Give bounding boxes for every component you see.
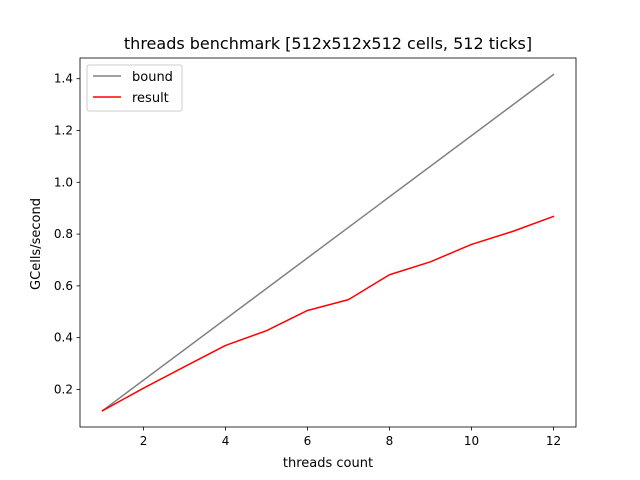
x-tick-label: 8 (386, 434, 394, 448)
y-tick-label: 0.4 (54, 331, 73, 345)
legend-label-bound: bound (132, 70, 173, 85)
plot-area: 2 4 6 8 10 12 0.2 0.4 0.6 0.8 1.0 1.2 1.4 (54, 57, 577, 448)
y-tick-label: 1.4 (54, 72, 73, 86)
y-tick-label: 0.2 (54, 382, 73, 396)
x-tick-label: 2 (140, 434, 148, 448)
y-tick-label: 1.0 (54, 175, 73, 189)
x-tick-label: 12 (546, 434, 561, 448)
x-tick-label: 4 (222, 434, 230, 448)
x-tick-label: 10 (464, 434, 479, 448)
legend-label-result: result (132, 91, 169, 106)
series-line-bound (101, 73, 555, 412)
legend: bound result (86, 64, 183, 112)
y-tick-label: 1.2 (54, 124, 73, 138)
y-tick-label: 0.8 (54, 227, 73, 241)
y-axis-label: GCells/second (29, 198, 44, 290)
x-tick-label: 6 (304, 434, 312, 448)
series-line-result (101, 215, 555, 412)
y-tick-label: 0.6 (54, 279, 73, 293)
x-axis-label: threads count (283, 456, 373, 471)
axes-frame (79, 57, 577, 428)
chart-title: threads benchmark [512x512x512 cells, 51… (124, 34, 532, 53)
